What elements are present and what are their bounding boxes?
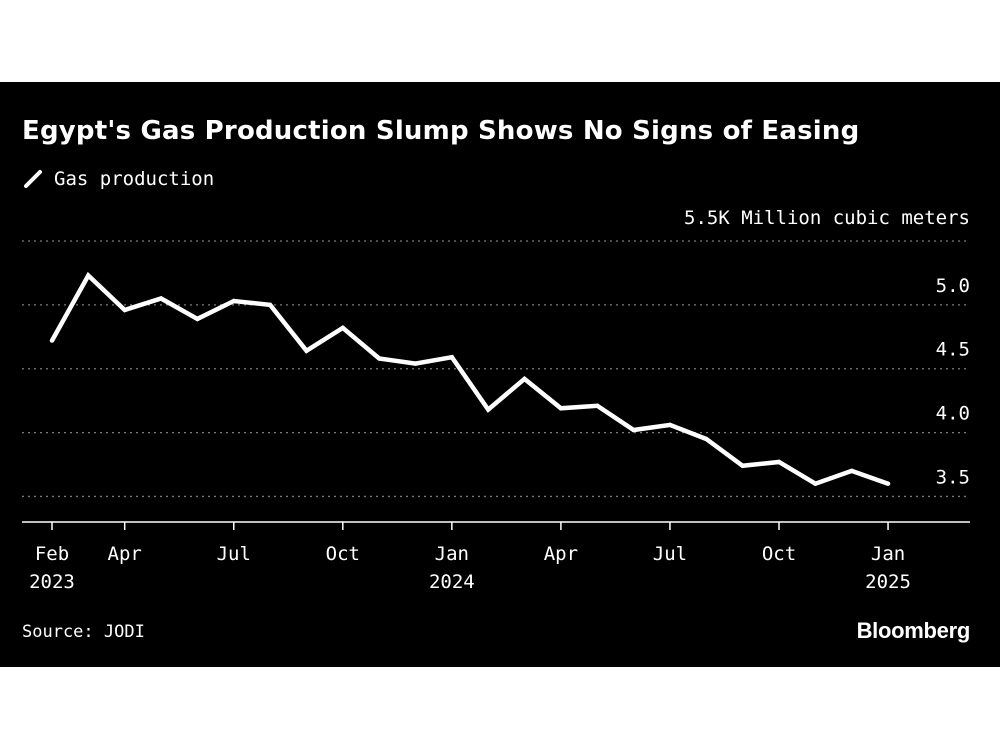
source-note: Source: JODI [22,622,145,642]
data-point [486,407,491,412]
grid-lines [22,240,970,498]
x-tick-year-label: 2025 [865,571,911,593]
data-point [631,427,636,433]
data-point [158,296,164,301]
data-point [522,376,527,382]
bloomberg-logo: Bloomberg [856,618,971,643]
data-point [195,316,200,322]
legend-label: Gas production [54,168,215,190]
x-tick-year-label: 2024 [429,571,475,593]
data-point [740,463,745,468]
x-tick-label: Jan [435,543,469,565]
x-tick-label: Apr [108,543,142,565]
x-tick-label: Oct [762,543,796,565]
series-points [49,273,891,486]
data-point [885,481,891,486]
legend-swatch-icon [24,170,42,188]
legend: Gas production [22,168,214,190]
data-point [267,302,273,308]
data-point [813,481,818,486]
data-point [776,459,782,465]
data-point [231,298,236,304]
y-axis-unit-label: 5.5K Million cubic meters [684,207,970,229]
data-point [304,348,309,353]
x-tick-label: Oct [326,543,360,565]
data-point [413,361,418,366]
data-point [667,422,673,428]
x-tick-year-label: 2023 [29,571,75,593]
y-tick-label: 5.0 [936,275,970,297]
x-tick-label: Jul [217,543,251,565]
data-point [377,356,382,361]
data-point [558,406,564,411]
data-point [86,273,91,278]
chart-title: Egypt's Gas Production Slump Shows No Si… [22,116,860,146]
series-line-gas-production [50,271,889,487]
y-tick-label: 3.5 [936,466,970,488]
y-axis-ticks: 5.0 4.5 4.0 3.5 [936,275,970,489]
data-point [449,355,455,360]
x-tick-label: Jan [871,543,905,565]
data-point [340,325,345,331]
chart-panel: Egypt's Gas Production Slump Shows No Si… [0,82,1000,667]
data-point [122,307,127,313]
x-tick-label: Apr [544,543,578,565]
y-tick-label: 4.0 [936,403,970,425]
data-point [595,403,600,408]
data-point [849,468,854,474]
data-point [49,338,55,343]
x-tick-label: Jul [653,543,687,565]
chart-plot: 5.5K Million cubic meters 5.0 4.5 4.0 3.5 F… [22,207,970,593]
y-tick-label: 4.5 [936,339,970,361]
x-axis-ticks: Feb 2023 Apr Jul Oct Jan 2024 Apr Jul Oct Jan 2025 [29,522,911,593]
x-tick-label: Feb [35,543,69,565]
data-point [704,436,709,442]
